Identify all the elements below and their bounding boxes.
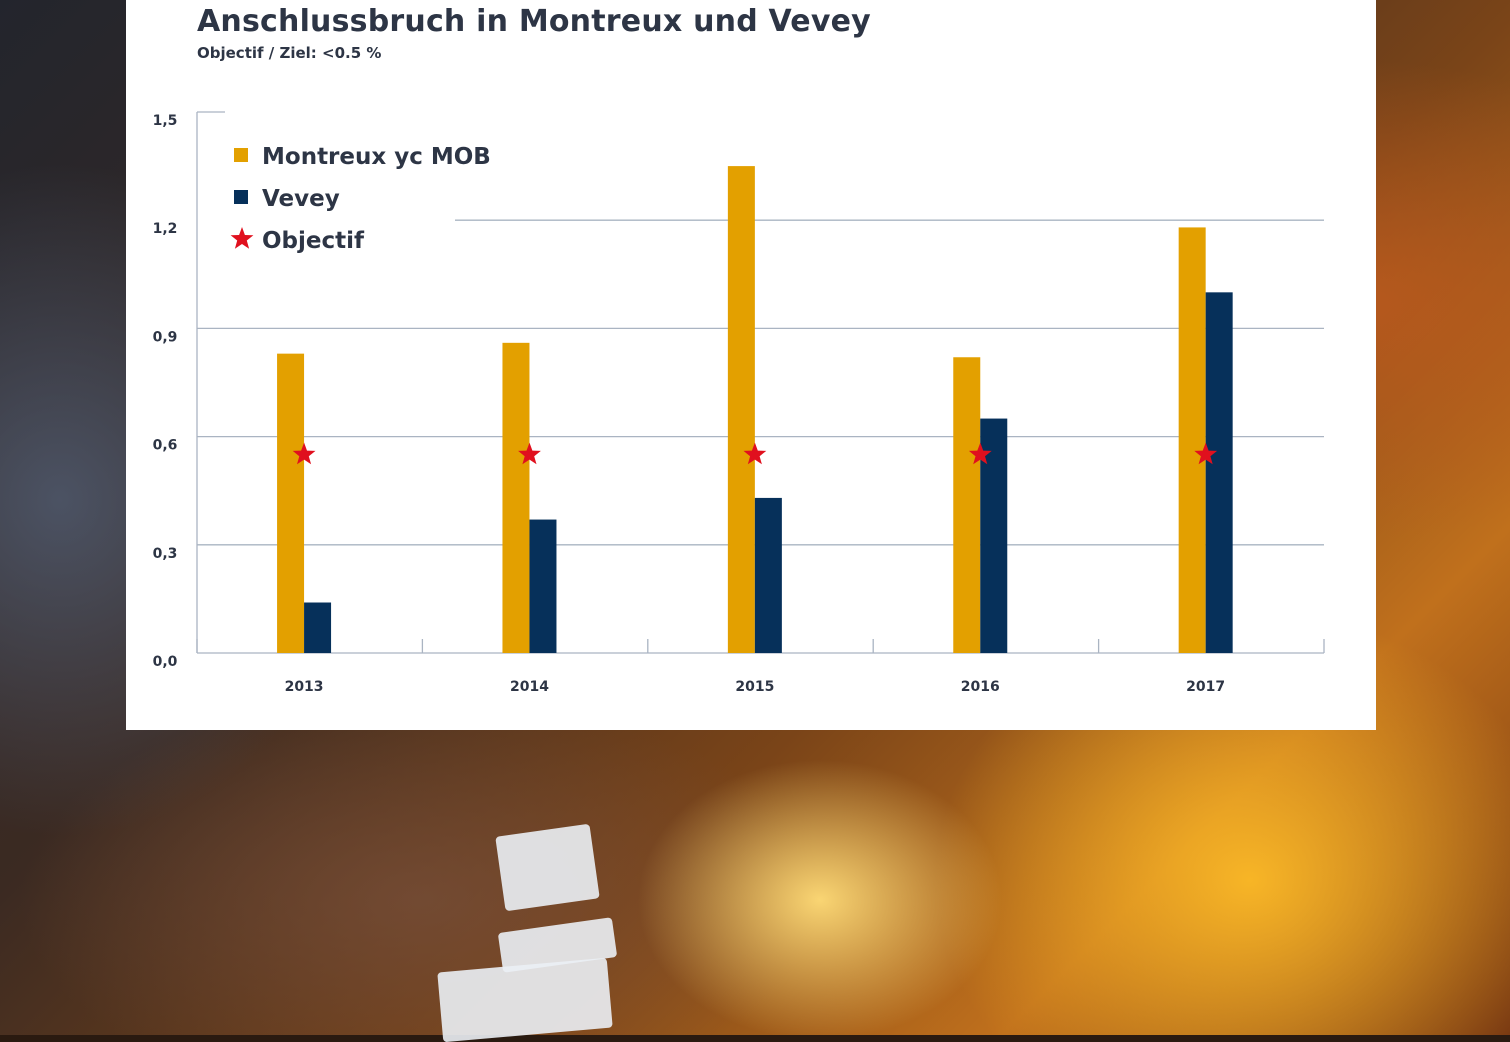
- legend-label-vevey: Vevey: [262, 186, 340, 212]
- legend-swatch-montreux: [234, 148, 248, 162]
- bars: [277, 166, 1233, 653]
- bar-montreux-2016: [953, 357, 981, 653]
- y-tick-label: 0,9: [153, 329, 178, 345]
- bar-vevey-2017: [1205, 292, 1233, 653]
- bar-montreux-2017: [1178, 227, 1206, 653]
- x-tick-label: 2016: [961, 679, 1000, 695]
- x-tick-label: 2013: [285, 679, 324, 695]
- x-tick-label: 2017: [1186, 679, 1225, 695]
- target-markers: [292, 442, 1218, 465]
- bar-montreux-2013: [277, 353, 305, 653]
- gridlines: [197, 111, 1324, 546]
- bar-montreux-2015: [727, 166, 755, 653]
- bar-vevey-2014: [529, 519, 557, 653]
- y-tick-label: 0,6: [153, 438, 178, 454]
- tick-labels: 0,0 0,3 0,6 0,9 1,2 1,5 2013 2014 2015 2016 2017: [153, 113, 1226, 695]
- legend-label-montreux: Montreux yc MOB: [262, 144, 491, 170]
- x-tick-label: 2014: [510, 679, 549, 695]
- bar-vevey-2015: [754, 497, 782, 653]
- legend: Montreux yc MOB Vevey Objectif: [230, 144, 491, 254]
- chart-subtitle: Objectif / Ziel: <0.5 %: [197, 44, 382, 62]
- y-tick-label: 1,2: [153, 221, 178, 237]
- bar-montreux-2014: [502, 342, 530, 653]
- bar-vevey-2013: [304, 602, 332, 653]
- legend-star-objectif: [230, 227, 254, 249]
- target-marker-2013: [292, 442, 316, 465]
- y-tick-label: 0,0: [153, 654, 178, 670]
- target-marker-2014: [518, 442, 541, 465]
- chart-title: Anschlussbruch in Montreux und Vevey: [197, 4, 871, 39]
- y-tick-label: 0,3: [153, 546, 178, 562]
- target-marker-2017: [1194, 442, 1218, 465]
- y-tick-label: 1,5: [153, 113, 178, 129]
- legend-label-objectif: Objectif: [262, 228, 365, 254]
- target-marker-2015: [743, 442, 767, 465]
- target-marker-2016: [968, 442, 992, 465]
- x-tick-label: 2015: [735, 679, 774, 695]
- legend-swatch-vevey: [234, 190, 248, 204]
